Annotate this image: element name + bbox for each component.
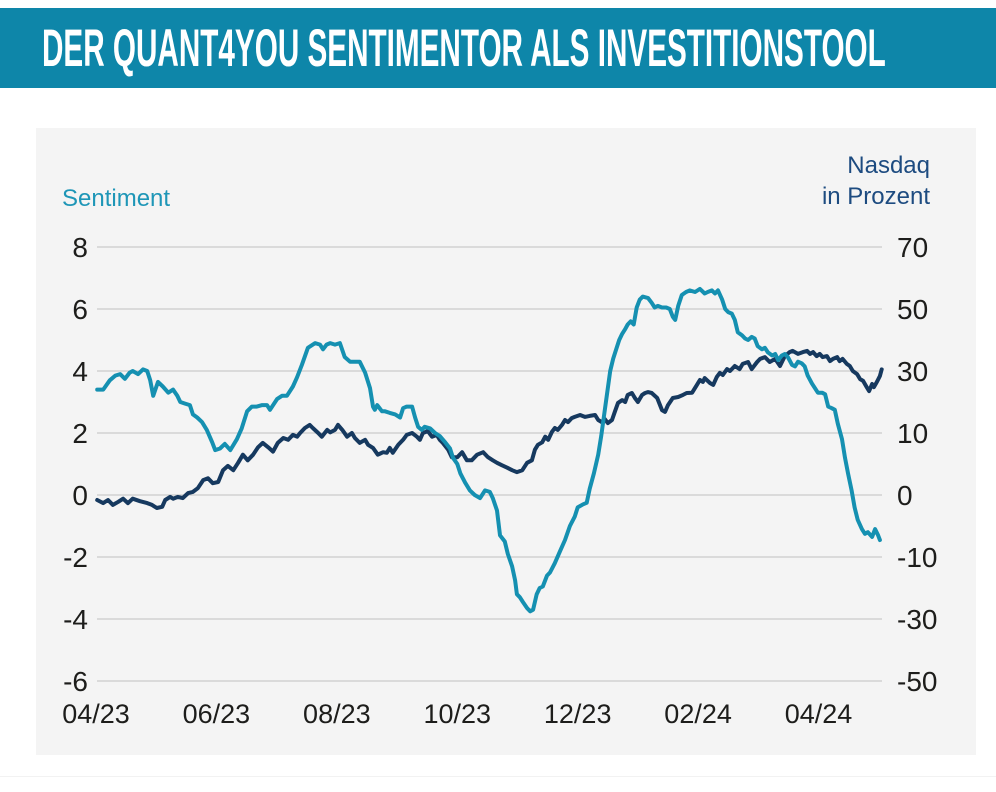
x-axis-tick-label: 04/23: [62, 699, 130, 729]
nasdaq-axis-label-line2: in Prozent: [821, 183, 930, 210]
x-axis-tick-label: 08/23: [303, 699, 371, 729]
right-axis-ticks-group: 70 50 30 10 0 -10 -30 -50: [897, 232, 937, 697]
nasdaq-axis-label-line1: Nasdaq: [847, 152, 930, 179]
header-banner: DER QUANT4YOU SENTIMENTOR ALS INVESTITIO…: [0, 8, 996, 88]
left-axis-tick-label: 2: [72, 418, 88, 449]
x-axis-tick-label: 10/23: [423, 699, 491, 729]
left-axis-tick-label: -6: [63, 666, 88, 697]
left-axis-tick-label: 4: [72, 356, 88, 387]
left-axis-tick-label: 8: [72, 232, 88, 263]
gridlines-group: [97, 246, 882, 682]
nasdaq-line: [95, 348, 884, 510]
nasdaq-axis-label: Nasdaq in Prozent: [822, 150, 930, 212]
series-group: [95, 286, 884, 614]
left-axis-tick-label: 0: [72, 480, 88, 511]
left-axis-tick-label: -2: [63, 542, 88, 573]
right-axis-tick-label: 70: [897, 232, 928, 263]
page-title: DER QUANT4YOU SENTIMENTOR ALS INVESTITIO…: [42, 19, 886, 78]
right-axis-tick-label: 0: [897, 480, 913, 511]
left-axis-ticks-group: 8 6 4 2 0 -2 -4 -6: [63, 232, 88, 697]
left-axis-tick-label: -4: [63, 604, 88, 635]
x-axis-tick-label: 04/24: [785, 699, 853, 729]
right-axis-tick-label: 50: [897, 294, 928, 325]
x-axis-tick-label: 06/23: [183, 699, 251, 729]
right-axis-tick-label: 30: [897, 356, 928, 387]
x-axis-tick-label: 12/23: [544, 699, 612, 729]
right-axis-tick-label: -10: [897, 542, 937, 573]
left-axis-tick-label: 6: [72, 294, 88, 325]
chart-panel: [36, 128, 976, 755]
sentiment-axis-label: Sentiment: [62, 185, 171, 212]
right-axis-tick-label: 10: [897, 418, 928, 449]
bottom-divider: [0, 776, 996, 777]
sentiment-line: [95, 286, 882, 614]
right-axis-tick-label: -30: [897, 604, 937, 635]
x-axis-tick-label: 02/24: [664, 699, 732, 729]
right-axis-tick-label: -50: [897, 666, 937, 697]
x-axis-ticks-group: 04/23 06/23 08/23 10/23 12/23 02/24 04/24: [62, 699, 852, 729]
